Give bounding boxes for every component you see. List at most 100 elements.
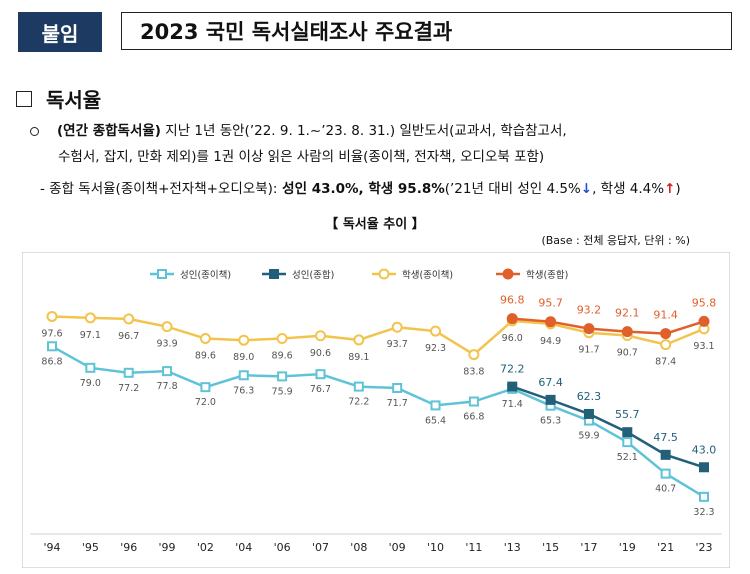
x-tick-label: '95: [82, 541, 99, 554]
data-label: 62.3: [577, 390, 602, 403]
legend-marker: [502, 268, 514, 280]
data-label: 79.0: [80, 378, 101, 389]
legend-label: 학생(종합): [526, 270, 568, 281]
square-bullet-icon: [16, 90, 32, 107]
data-point: [238, 370, 249, 381]
data-label: 90.6: [310, 348, 331, 359]
data-point: [430, 325, 442, 337]
data-point: [430, 400, 441, 411]
data-label: 67.4: [538, 376, 563, 389]
data-label: 94.9: [540, 336, 561, 347]
up-arrow-icon: ↑: [664, 181, 676, 197]
data-point: [123, 313, 135, 325]
data-label: 97.1: [80, 330, 101, 341]
definition-block: (연간 종합독서율) 지난 1년 동안(’22. 9. 1.~’23. 8. 3…: [30, 118, 730, 170]
data-point: [583, 408, 594, 419]
data-point: [200, 382, 211, 393]
legend-marker: [269, 269, 279, 279]
data-label: 96.0: [502, 333, 523, 344]
data-label: 32.3: [693, 507, 714, 518]
section-heading-label: 독서율: [46, 88, 102, 112]
data-point: [621, 326, 633, 338]
data-point: [545, 394, 556, 405]
definition-text-2: 수험서, 잡지, 만화 제외)를 1권 이상 읽은 사람의 비율(종이책, 전자…: [58, 149, 545, 165]
data-point: [507, 381, 518, 392]
data-point: [468, 349, 480, 361]
data-label: 89.1: [348, 352, 369, 363]
data-point: [622, 427, 633, 438]
data-point: [545, 316, 557, 328]
data-label: 89.0: [233, 352, 254, 363]
data-label: 77.8: [156, 381, 177, 392]
data-point: [353, 381, 364, 392]
data-label: 71.4: [502, 399, 523, 410]
x-tick-label: '23: [695, 541, 712, 554]
chart-x-axis: '94 '95 '96 '99 '02 '04 '06 '07 '08 '09 '10 '11 '13 '…: [30, 533, 722, 554]
data-point: [660, 449, 671, 460]
x-tick-label: '15: [542, 541, 559, 554]
x-tick-label: '10: [427, 541, 444, 554]
definition-text-1: 지난 1년 동안(’22. 9. 1.~’23. 8. 31.) 일반도서(교과…: [160, 123, 567, 139]
x-tick-label: '99: [159, 541, 176, 554]
data-point: [660, 468, 671, 479]
legend-marker: [378, 268, 390, 280]
definition-bold: (연간 종합독서율): [57, 123, 161, 139]
data-label: 76.3: [233, 385, 254, 396]
x-tick-label: '21: [657, 541, 674, 554]
data-label: 52.1: [617, 452, 638, 463]
data-point: [660, 328, 672, 340]
data-label: 83.8: [463, 367, 484, 378]
data-point: [162, 366, 173, 377]
summary-middle: (’21년 대비 성인 4.5%: [444, 181, 581, 197]
data-point: [392, 382, 403, 393]
series-line: [51, 315, 705, 357]
x-tick-label: '11: [465, 541, 482, 554]
summary-prefix: - 종합 독서율(종이책+전자책+오디오북):: [40, 181, 278, 197]
data-label: 93.2: [577, 304, 602, 317]
data-label: 55.7: [615, 408, 640, 421]
series-line: [511, 385, 705, 469]
data-label: 92.3: [425, 343, 446, 354]
reading-rate-chart: 성인(종이책) 성인(종합) 학생(종이책) 학생(종합) 86.8 79.0 77.2 7…: [22, 252, 730, 568]
data-point: [699, 462, 709, 473]
data-label: 90.7: [617, 348, 638, 359]
data-label: 93.9: [156, 339, 177, 350]
circle-bullet-icon: [30, 126, 39, 136]
x-tick-label: '96: [120, 541, 137, 554]
x-tick-label: '06: [274, 541, 291, 554]
data-label: 86.8: [41, 356, 62, 367]
data-label: 59.9: [578, 431, 599, 442]
data-point: [314, 330, 326, 342]
data-label: 91.4: [653, 309, 678, 322]
data-point: [353, 334, 365, 346]
data-label: 95.8: [692, 296, 717, 309]
data-point: [46, 310, 58, 322]
data-point: [85, 362, 96, 373]
data-point: [583, 323, 595, 335]
x-tick-label: '94: [43, 541, 60, 554]
data-label: 72.0: [195, 397, 216, 408]
data-label: 47.5: [653, 431, 678, 444]
data-point: [698, 315, 710, 327]
legend-marker: [157, 269, 167, 279]
data-label: 72.2: [348, 397, 369, 408]
data-point: [161, 321, 173, 333]
data-point: [277, 371, 288, 382]
data-label: 96.7: [118, 331, 139, 342]
data-label: 92.1: [615, 307, 640, 320]
data-point: [238, 334, 250, 346]
summary-line: - 종합 독서율(종이책+전자책+오디오북): 성인 43.0%, 학생 95.…: [40, 177, 681, 197]
data-label: 72.2: [500, 363, 525, 376]
page-title: 2023 국민 독서실태조사 주요결과: [121, 12, 732, 50]
legend-label: 학생(종이책): [402, 270, 453, 281]
data-point: [276, 333, 288, 345]
data-label: 89.6: [272, 351, 293, 362]
data-label: 89.6: [195, 351, 216, 362]
chart-series-lines: [46, 310, 710, 502]
data-point: [468, 396, 479, 407]
data-point: [123, 367, 134, 378]
data-point: [506, 313, 518, 325]
data-label: 76.7: [310, 384, 331, 395]
data-label: 75.9: [272, 386, 293, 397]
x-tick-label: '04: [235, 541, 252, 554]
